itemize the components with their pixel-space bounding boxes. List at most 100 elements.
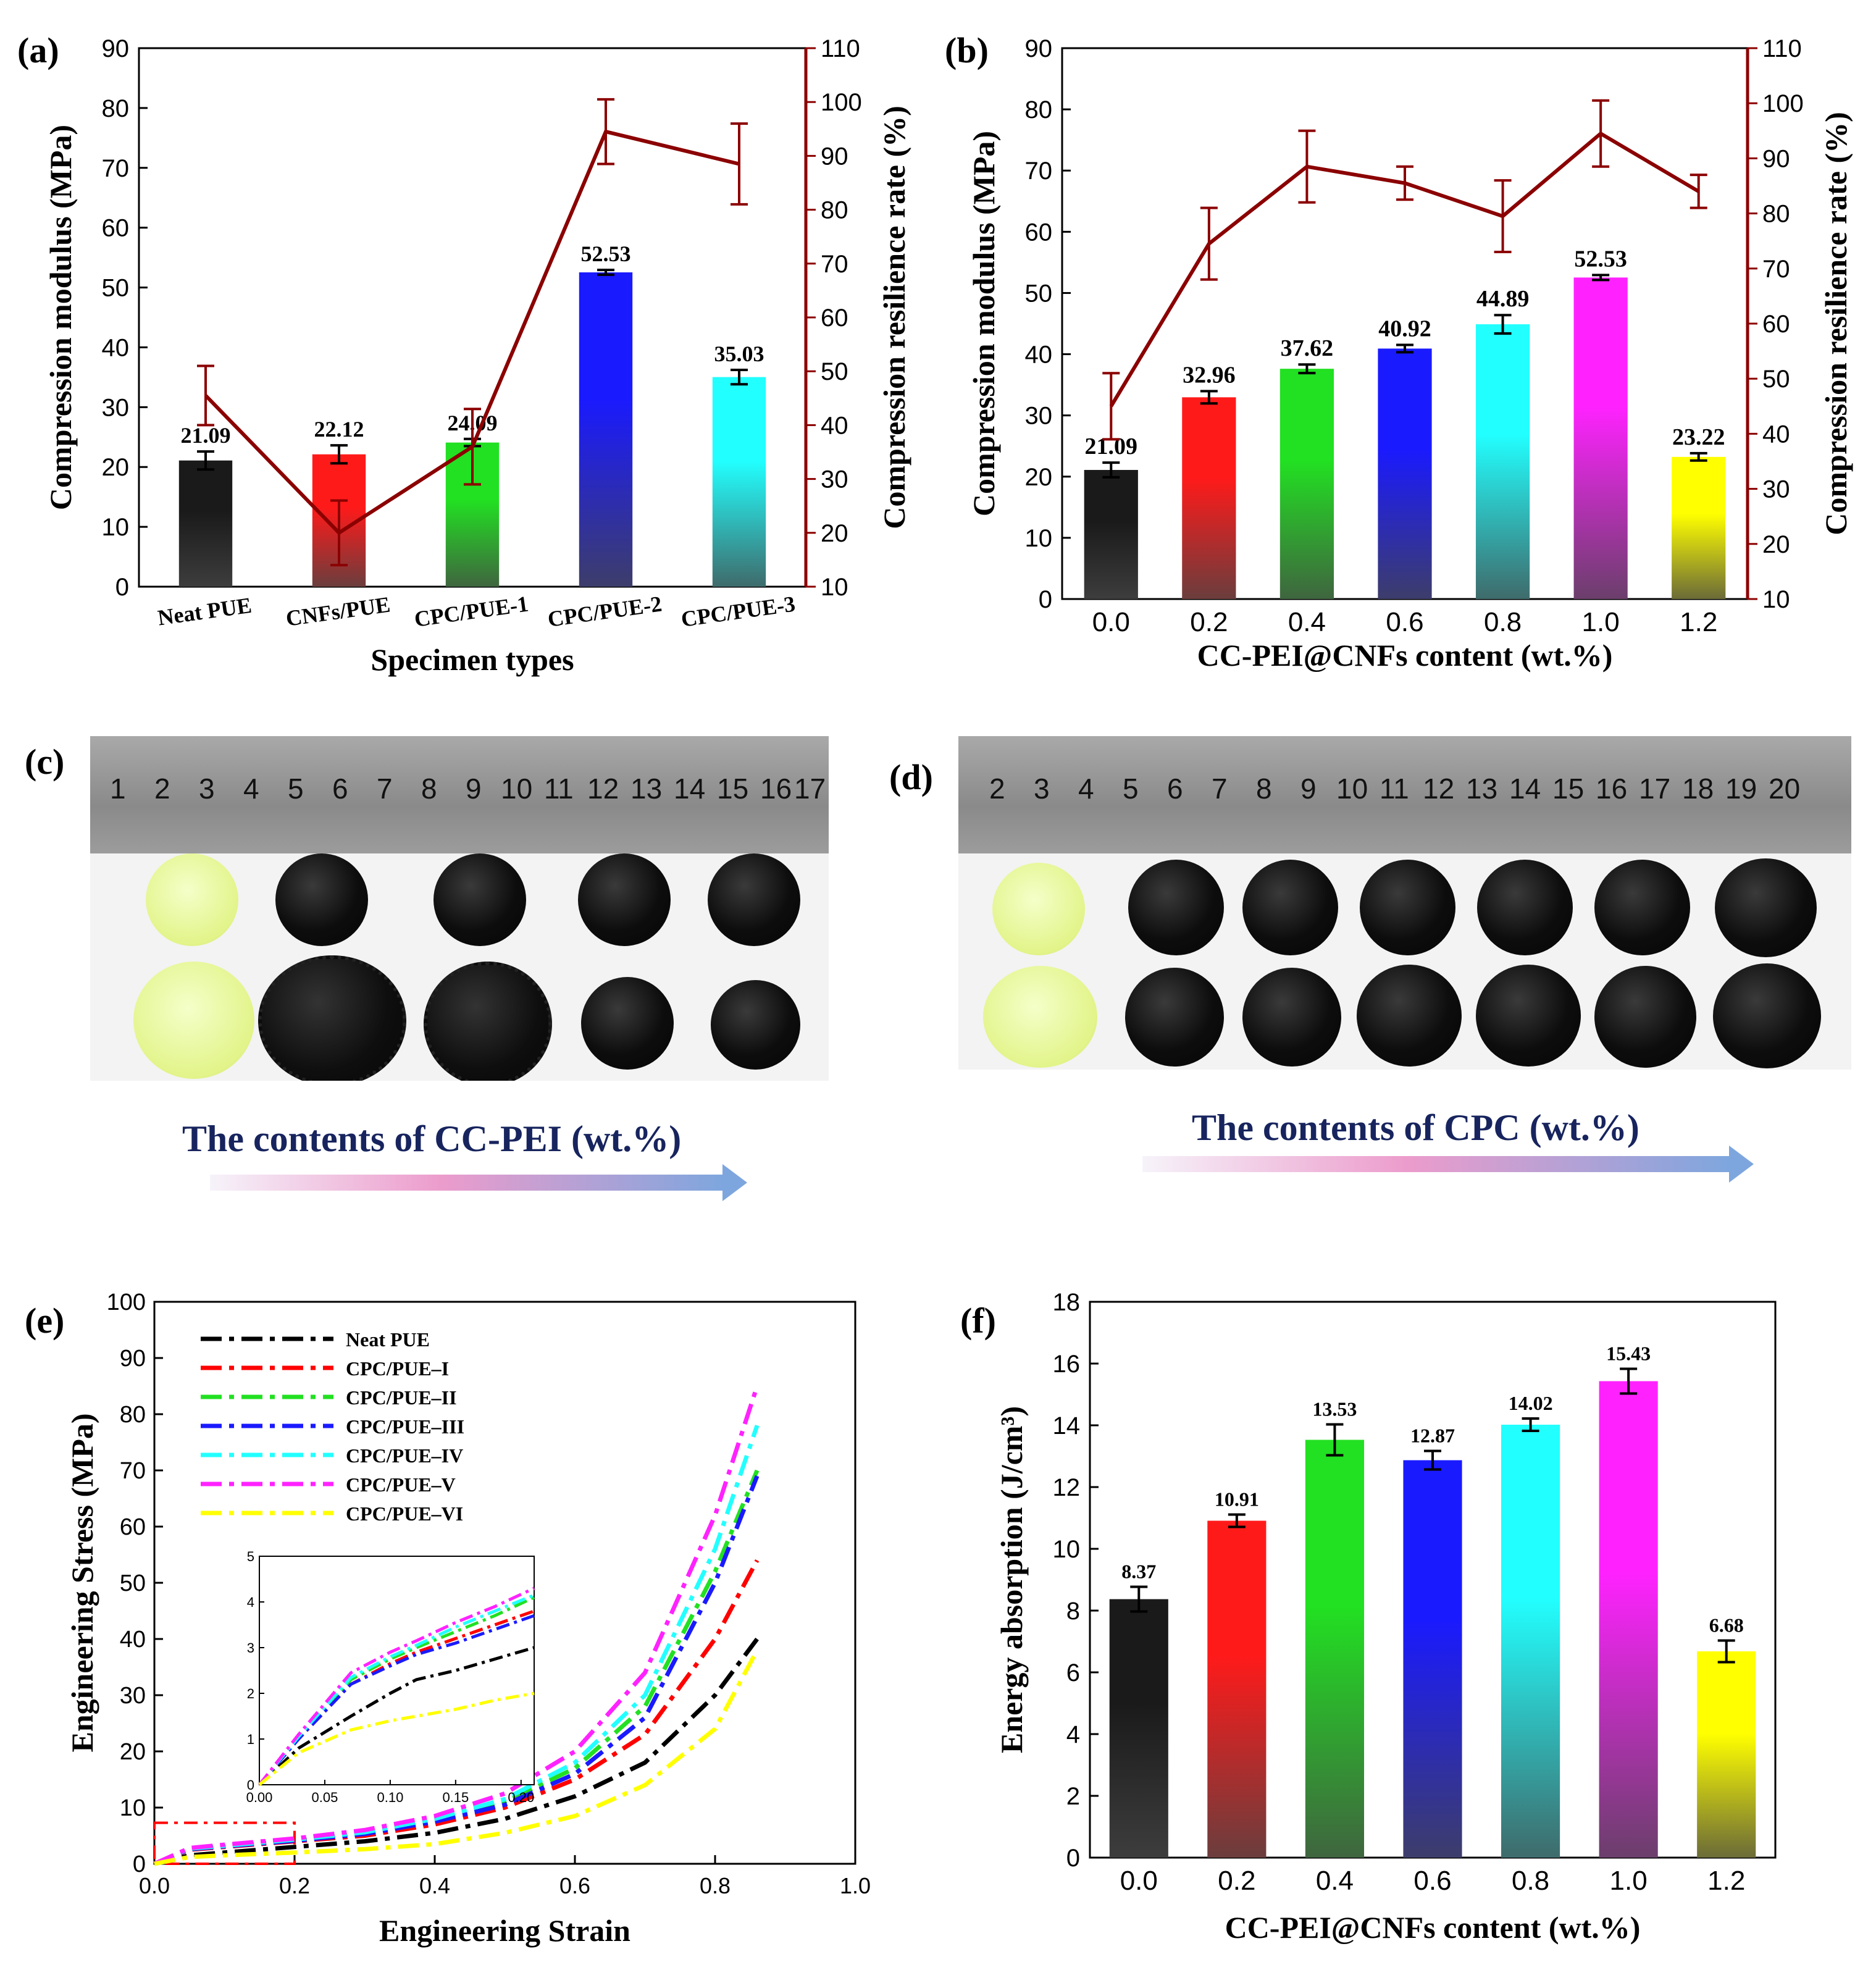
ruler-mark: 9 [1300,773,1317,805]
ruler-d: 2 3 4 5 6 7 8 9 10 11 12 13 14 15 16 17 … [958,736,1851,853]
data-label: 8.37 [1121,1561,1156,1583]
y-tick-label: 12 [1053,1474,1081,1501]
stress-strain-curve [153,1425,760,1866]
y2-tick-label: 80 [821,197,848,224]
ruler-mark: 4 [1078,773,1094,805]
sample-disc [578,853,671,946]
x-tick-label: 1.0 [1610,1866,1648,1896]
y2-tick-label: 10 [1762,586,1790,613]
bar [1084,469,1138,599]
y-tick-label: 40 [120,1627,146,1653]
sample-disc [258,955,406,1081]
y2-axis-label: Compression resilience rate (%) [877,106,911,529]
ruler-mark: 7 [377,773,393,805]
data-label: 21.09 [181,423,231,448]
y-tick-label: 80 [1025,96,1053,124]
bar [1573,277,1628,599]
x-tick-label: 0.8 [1484,607,1522,637]
arrow-head-c [722,1164,747,1201]
x-tick-label: 1.0 [1582,607,1620,637]
y2-tick-label: 80 [1762,201,1790,228]
y-axis-label: Compression modulus (MPa) [43,125,78,510]
y-tick-label: 30 [1025,403,1053,430]
ruler-mark: 7 [1212,773,1228,805]
y-tick-label: 8 [1066,1598,1080,1625]
ruler-mark: 8 [1256,773,1272,805]
x-tick-label: CPC/PUE-2 [546,591,663,631]
ruler-mark: 13 [630,773,663,805]
y-tick-label: 90 [1025,35,1053,62]
sample-disc [711,980,800,1070]
bar [579,272,633,587]
ruler-mark: 10 [1336,773,1368,805]
y-tick-label: 30 [120,1683,146,1709]
data-label: 14.02 [1509,1392,1553,1414]
data-label: 12.87 [1410,1425,1455,1447]
x-tick-label: 0.6 [559,1873,590,1898]
y-tick-label: 70 [120,1458,146,1484]
legend-label: CPC/PUE–IV [346,1444,463,1467]
x-tick-label: 1.0 [840,1873,871,1898]
data-label: 52.53 [1574,246,1627,272]
ruler-mark: 19 [1725,773,1757,805]
bar [1501,1425,1560,1858]
x-tick-label: CPC/PUE-3 [679,591,797,631]
y-tick-label: 10 [1053,1536,1081,1563]
x-tick-label: 0.4 [419,1873,450,1898]
y-tick-label: 10 [1025,525,1053,552]
inset-curve [258,1691,535,1786]
ruler-mark: 12 [587,773,619,805]
inset-x-tick-label: 0.00 [246,1790,273,1805]
bar [1378,348,1432,599]
sample-disc [983,966,1097,1068]
data-label: 32.96 [1183,362,1236,388]
y-tick-label: 10 [120,1795,146,1821]
sample-disc [1594,860,1690,955]
y-tick-label: 50 [120,1570,146,1596]
bar [1475,324,1530,599]
y2-tick-label: 100 [821,89,862,116]
ruler-mark: 17 [794,773,826,805]
sample-disc [146,853,238,946]
sample-disc [1715,858,1817,957]
data-label: 52.53 [581,241,631,266]
x-tick-label: 0.6 [1386,607,1423,637]
caption-d: The contents of CPC (wt.%) [1192,1107,1639,1148]
ruler-mark: 3 [1034,773,1050,805]
y-tick-label: 0 [133,1851,146,1877]
sample-disc [1477,860,1573,955]
ruler-mark: 15 [717,773,749,805]
ruler-mark: 9 [466,773,482,805]
gradient-arrow-c [210,1175,722,1191]
inset-x-tick-label: 0.20 [508,1790,534,1805]
ruler-mark: 17 [1639,773,1671,805]
bar [1672,456,1726,599]
y2-tick-label: 90 [821,143,848,170]
x-axis-label: CC-PEI@CNFs content (wt.%) [1225,1910,1641,1945]
panel-label-f: (f) [960,1301,996,1341]
inset-y-tick-label: 5 [247,1549,254,1564]
x-tick-label: 0.0 [139,1873,170,1898]
inset-x-tick-label: 0.10 [377,1790,403,1805]
x-tick-label: 0.4 [1316,1866,1354,1896]
sample-disc [708,853,800,946]
data-label: 37.62 [1281,335,1334,361]
sample-disc [992,863,1085,955]
photo-c: 1 2 3 4 5 6 7 8 9 10 11 12 13 14 15 16 1… [90,736,829,1081]
y2-tick-label: 20 [1762,531,1790,558]
ruler-mark: 18 [1682,773,1714,805]
bar [1697,1651,1756,1858]
y-axis-label: Energy absorption (J/cm³) [994,1406,1029,1753]
legend-label: CPC/PUE–V [346,1473,456,1496]
ruler-mark: 1 [110,773,126,805]
ruler-mark: 11 [544,773,574,805]
y-tick-label: 60 [102,215,130,242]
inset-x-tick-label: 0.05 [312,1790,338,1805]
ruler-mark: 2 [989,773,1005,805]
x-axis-label: Engineering Strain [379,1913,630,1948]
bar [1599,1381,1658,1858]
bar [712,377,766,587]
y-tick-label: 6 [1066,1659,1080,1687]
sample-disc [1476,965,1581,1067]
